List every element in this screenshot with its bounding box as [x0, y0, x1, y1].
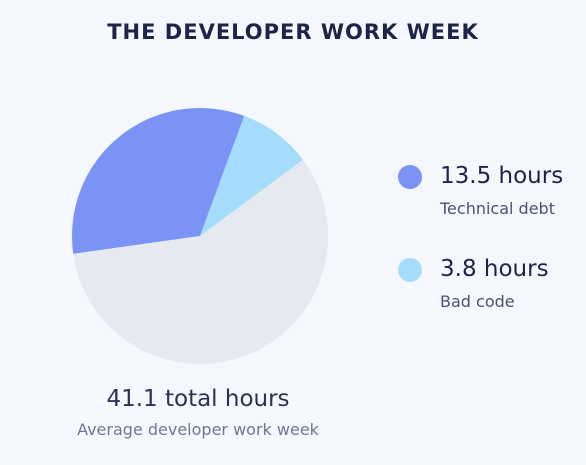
chart-title: THE DEVELOPER WORK WEEK	[107, 20, 479, 44]
total-hours: 41.1 total hours	[106, 386, 290, 412]
pie-chart	[72, 107, 329, 364]
legend-label-bad-code: Bad code	[440, 292, 515, 311]
pie-slice-technical-debt	[72, 107, 245, 254]
pie-slice-bad-code	[200, 115, 303, 236]
legend-swatch-technical-debt	[398, 165, 422, 189]
legend-value-bad-code: 3.8 hours	[440, 256, 549, 282]
legend-label-technical-debt: Technical debt	[440, 199, 555, 218]
pie-slice-remaining	[73, 159, 329, 364]
total-sublabel: Average developer work week	[77, 420, 319, 439]
legend-swatch-bad-code	[398, 258, 422, 282]
total-summary: 41.1 total hours Average developer work …	[0, 386, 396, 439]
legend-value-technical-debt: 13.5 hours	[440, 163, 564, 189]
